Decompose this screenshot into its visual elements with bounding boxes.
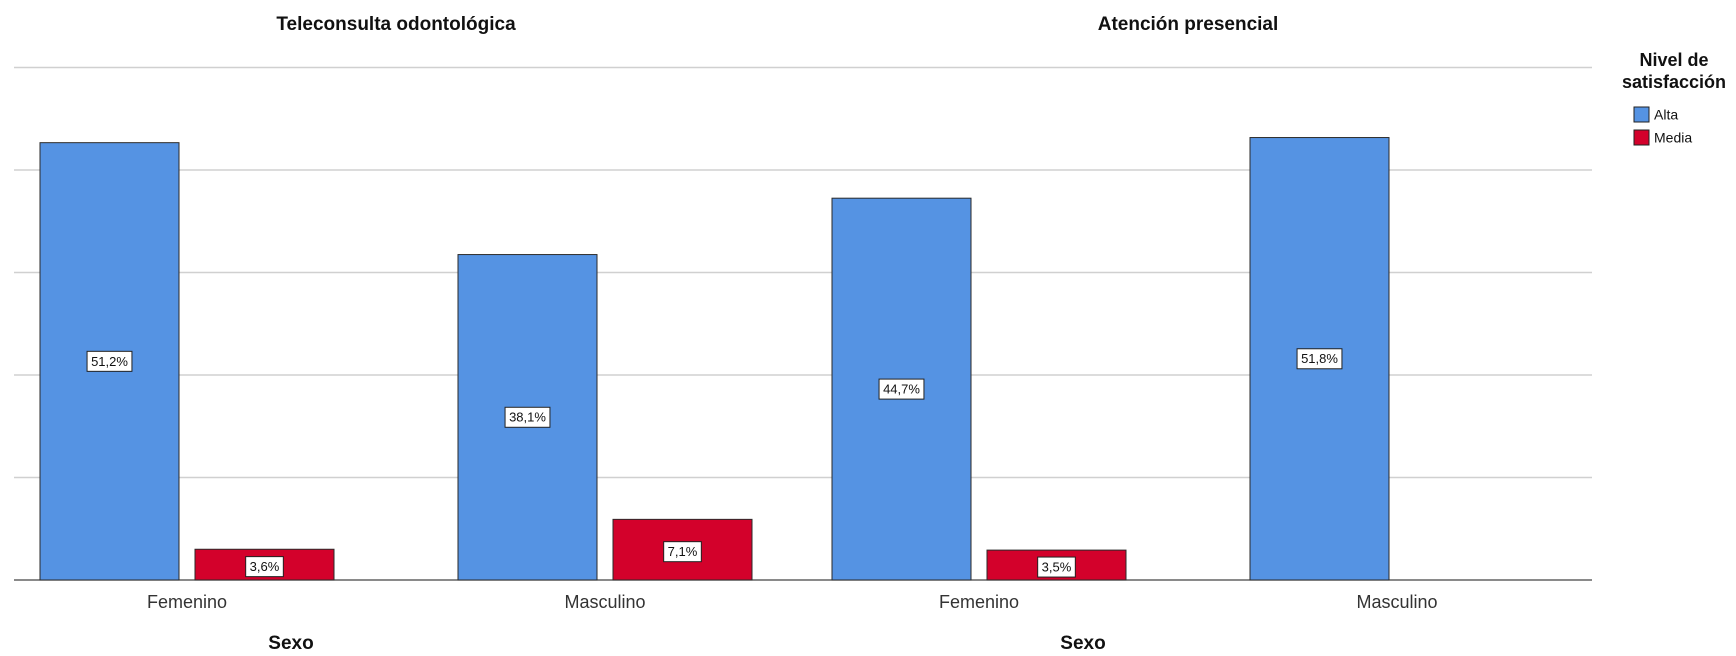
value-label-box [663, 541, 702, 563]
x-tick-label: Femenino [147, 592, 227, 612]
legend-label: Media [1654, 130, 1692, 146]
value-label-box [1037, 556, 1076, 578]
panel-title: Atención presencial [1098, 14, 1279, 35]
panel-title: Teleconsulta odontológica [276, 14, 516, 35]
legend-title: Nivel de satisfacción [1621, 50, 1727, 92]
value-label-box [878, 378, 925, 400]
value-label: 3,6% [250, 559, 280, 574]
value-label-box [1296, 348, 1343, 370]
value-label: 38,1% [509, 410, 546, 425]
x-axis-label: Sexo [1060, 633, 1105, 654]
value-label-box [245, 556, 284, 578]
value-label-box [504, 406, 551, 428]
value-label: 3,5% [1042, 559, 1072, 574]
value-label: 7,1% [668, 544, 698, 559]
x-tick-label: Femenino [939, 592, 1019, 612]
x-axis-label: Sexo [268, 633, 313, 654]
value-label: 51,8% [1301, 351, 1338, 366]
legend-label: Alta [1654, 107, 1678, 123]
value-label: 44,7% [883, 382, 920, 397]
x-tick-label: Masculino [1356, 592, 1437, 612]
x-tick-label: Masculino [564, 592, 645, 612]
value-label: 51,2% [91, 354, 128, 369]
legend-swatch [1633, 106, 1650, 123]
legend-swatch [1633, 129, 1650, 146]
bar [457, 254, 598, 581]
value-label-box [86, 350, 133, 372]
